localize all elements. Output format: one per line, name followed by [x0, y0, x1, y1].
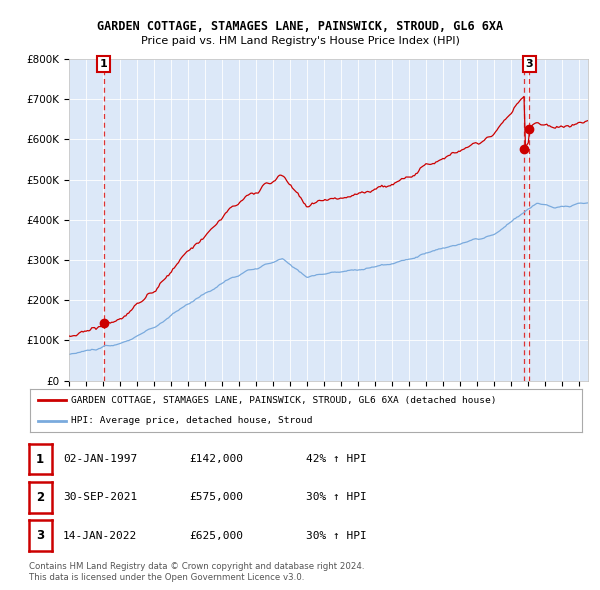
- Text: 1: 1: [36, 453, 44, 466]
- Text: HPI: Average price, detached house, Stroud: HPI: Average price, detached house, Stro…: [71, 417, 313, 425]
- Text: 2: 2: [36, 491, 44, 504]
- Text: £575,000: £575,000: [189, 493, 243, 502]
- Text: 3: 3: [526, 59, 533, 69]
- Text: £142,000: £142,000: [189, 454, 243, 464]
- Text: GARDEN COTTAGE, STAMAGES LANE, PAINSWICK, STROUD, GL6 6XA: GARDEN COTTAGE, STAMAGES LANE, PAINSWICK…: [97, 20, 503, 33]
- Text: 30% ↑ HPI: 30% ↑ HPI: [306, 493, 367, 502]
- Text: 30% ↑ HPI: 30% ↑ HPI: [306, 531, 367, 540]
- Text: Contains HM Land Registry data © Crown copyright and database right 2024.: Contains HM Land Registry data © Crown c…: [29, 562, 364, 571]
- Text: 14-JAN-2022: 14-JAN-2022: [63, 531, 137, 540]
- Text: 1: 1: [100, 59, 107, 69]
- Text: 42% ↑ HPI: 42% ↑ HPI: [306, 454, 367, 464]
- Text: 02-JAN-1997: 02-JAN-1997: [63, 454, 137, 464]
- Text: GARDEN COTTAGE, STAMAGES LANE, PAINSWICK, STROUD, GL6 6XA (detached house): GARDEN COTTAGE, STAMAGES LANE, PAINSWICK…: [71, 396, 497, 405]
- Text: This data is licensed under the Open Government Licence v3.0.: This data is licensed under the Open Gov…: [29, 572, 304, 582]
- Text: £625,000: £625,000: [189, 531, 243, 540]
- Text: 30-SEP-2021: 30-SEP-2021: [63, 493, 137, 502]
- Text: Price paid vs. HM Land Registry's House Price Index (HPI): Price paid vs. HM Land Registry's House …: [140, 37, 460, 46]
- Text: 3: 3: [36, 529, 44, 542]
